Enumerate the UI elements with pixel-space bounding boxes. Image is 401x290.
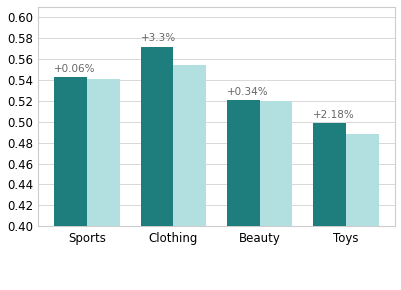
Bar	[312, 123, 345, 290]
Text: +0.34%: +0.34%	[226, 87, 268, 97]
Text: +2.18%: +2.18%	[312, 110, 354, 120]
Bar	[173, 66, 206, 290]
Text: +0.06%: +0.06%	[54, 64, 95, 74]
Bar	[259, 101, 292, 290]
Bar	[226, 100, 259, 290]
Text: +3.3%: +3.3%	[140, 33, 175, 44]
Bar	[345, 134, 378, 290]
Bar	[87, 79, 119, 290]
Bar	[54, 77, 87, 290]
Bar	[140, 47, 173, 290]
